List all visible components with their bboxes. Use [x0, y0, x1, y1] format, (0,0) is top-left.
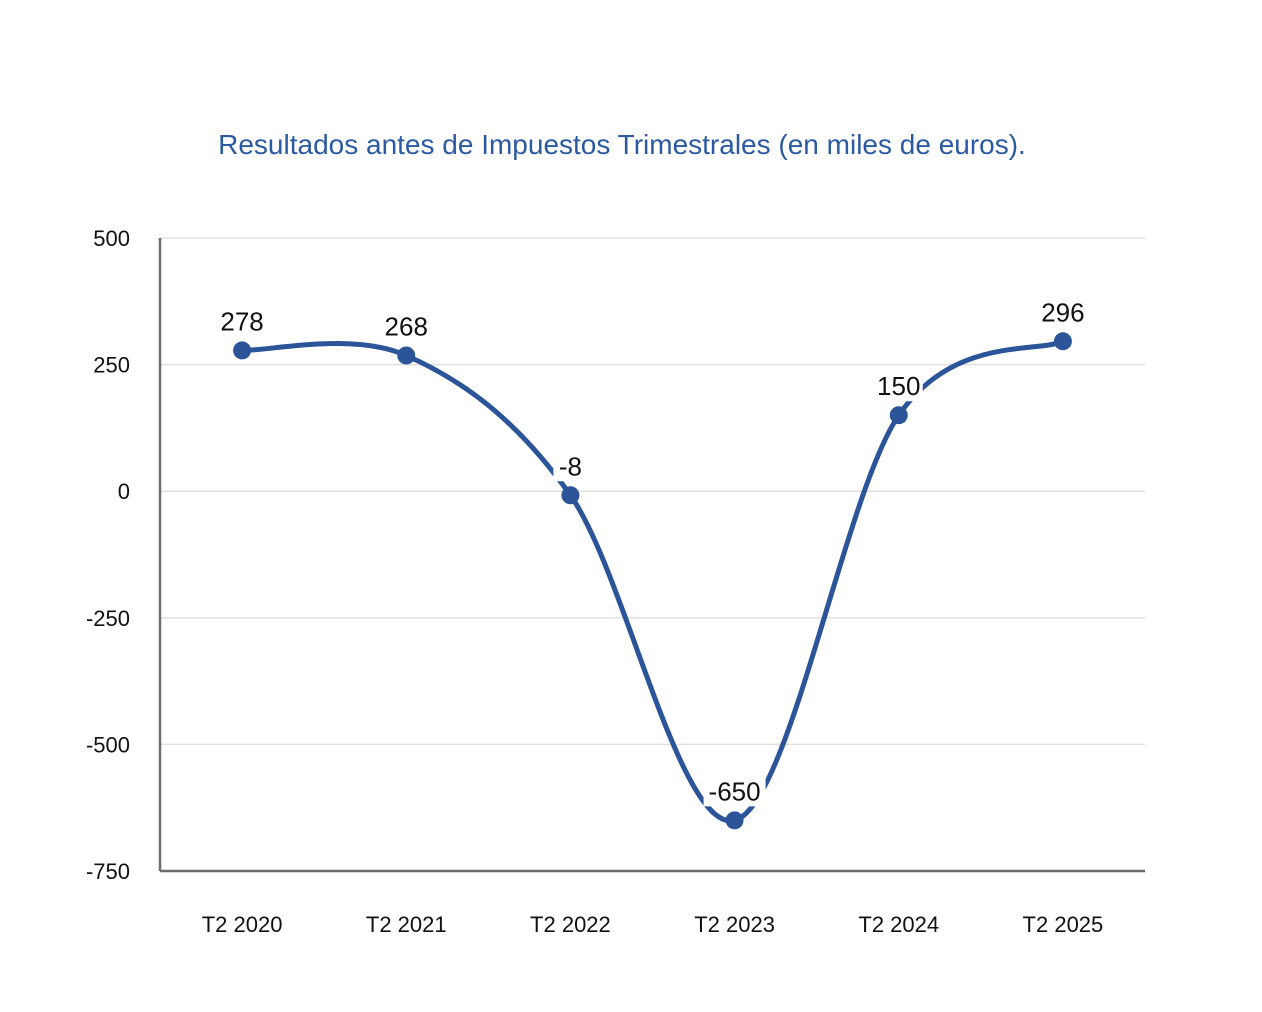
series-line — [239, 338, 1066, 823]
data-label-background — [382, 311, 431, 342]
data-label: 296 — [1041, 297, 1084, 327]
data-label: 150 — [877, 371, 920, 401]
x-tick-label: T2 2020 — [202, 912, 283, 937]
data-label-background — [703, 776, 766, 807]
chart-title: Resultados antes de Impuestos Trimestral… — [218, 129, 1026, 160]
data-point — [233, 341, 252, 360]
x-tick-label: T2 2021 — [366, 912, 447, 937]
data-label-background — [218, 306, 267, 337]
x-tick-label: T2 2024 — [858, 912, 939, 937]
x-tick-label: T2 2025 — [1023, 912, 1104, 937]
x-tick-label: T2 2022 — [530, 912, 611, 937]
data-label: -650 — [709, 776, 761, 806]
series — [233, 332, 1072, 830]
data-label: 278 — [220, 306, 263, 336]
data-labels: 278 268 -8 -650 150 296 — [218, 297, 1087, 807]
data-point — [889, 406, 908, 425]
data-label: -8 — [559, 451, 582, 481]
axes — [158, 238, 1145, 873]
y-tick-label: 500 — [93, 226, 130, 251]
data-label-background — [874, 371, 923, 402]
data-point — [1053, 332, 1072, 351]
y-tick-labels: 500 250 0 -250 -500 -750 — [86, 226, 130, 884]
gridlines — [160, 237, 1145, 746]
x-tick-label: T2 2023 — [694, 912, 775, 937]
y-tick-label: -500 — [86, 732, 130, 757]
y-tick-label: 250 — [93, 353, 130, 378]
data-point — [561, 486, 580, 505]
y-tick-label: 0 — [118, 479, 130, 504]
data-point — [725, 811, 744, 830]
data-label-background — [1038, 297, 1087, 328]
y-tick-label: -250 — [86, 606, 130, 631]
y-tick-label: -750 — [86, 859, 130, 884]
x-tick-labels: T2 2020 T2 2021 T2 2022 T2 2023 T2 2024 T2 20… — [202, 912, 1104, 937]
data-label: 268 — [385, 311, 428, 341]
data-point — [397, 346, 416, 365]
data-label-background — [553, 451, 588, 482]
